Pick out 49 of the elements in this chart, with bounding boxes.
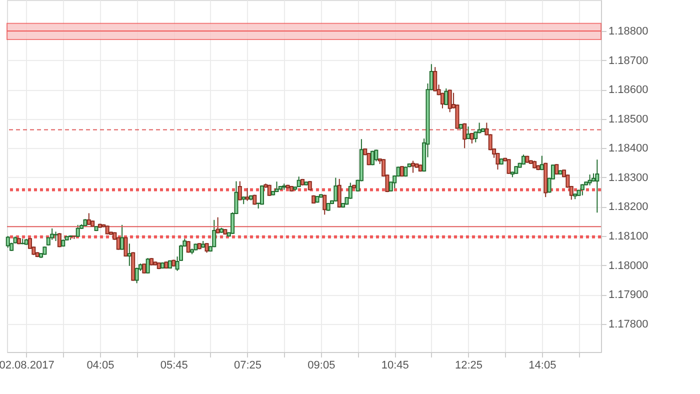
x-tick-label: 09:05 — [308, 360, 336, 372]
candlestick — [322, 194, 327, 216]
candlestick — [444, 88, 448, 106]
candlestick — [57, 232, 62, 248]
candlestick — [540, 155, 544, 171]
y-tick-label: 1.18000 — [608, 260, 648, 272]
candlestick — [337, 178, 342, 208]
candlestick — [204, 242, 209, 254]
candlestick — [462, 122, 467, 149]
candlestick — [134, 267, 139, 284]
y-tick-label: 1.18700 — [608, 54, 648, 67]
y-tick-label: 1.18300 — [608, 172, 648, 184]
candlestick — [455, 104, 460, 130]
x-tick-label: 05:45 — [160, 360, 188, 372]
y-tick-label: 1.17800 — [608, 318, 648, 330]
y-tick-label: 1.18100 — [608, 230, 648, 243]
candlestick — [216, 216, 220, 234]
candlestick — [238, 180, 242, 201]
x-tick-label: 12:25 — [455, 360, 483, 372]
y-tick-label: 1.18400 — [608, 142, 648, 155]
candlestick — [76, 224, 80, 238]
candlestick — [6, 236, 10, 248]
candlestick — [146, 257, 150, 274]
y-tick-label: 1.18500 — [608, 113, 648, 126]
candlestick — [245, 188, 250, 202]
candlestick — [86, 212, 91, 226]
candlestick — [374, 149, 378, 162]
y-tick-label: 1.18200 — [608, 201, 648, 214]
candlestick — [54, 231, 58, 242]
candlestick — [595, 159, 600, 214]
candlestick — [506, 158, 511, 174]
x-tick-label: 14:05 — [528, 360, 556, 372]
candlestick — [433, 66, 438, 92]
candlestick — [588, 174, 592, 186]
x-tick-label: 07:25 — [234, 360, 262, 372]
x-tick-label: 04:05 — [86, 360, 114, 372]
candlestick — [334, 177, 338, 202]
candlestick — [127, 243, 132, 266]
y-tick-label: 1.17900 — [608, 289, 648, 302]
y-tick-label: 1.18800 — [608, 26, 648, 38]
candlestick — [496, 152, 500, 170]
candlestick — [448, 89, 452, 113]
candlestick — [580, 184, 584, 196]
x-tick-label: 10:45 — [381, 360, 409, 372]
candlestick — [212, 219, 216, 248]
candlestick — [466, 126, 470, 140]
y-tick-label: 1.18600 — [608, 84, 648, 96]
candlestick — [411, 160, 416, 174]
x-tick-label: 02.08.2017 — [0, 360, 54, 372]
